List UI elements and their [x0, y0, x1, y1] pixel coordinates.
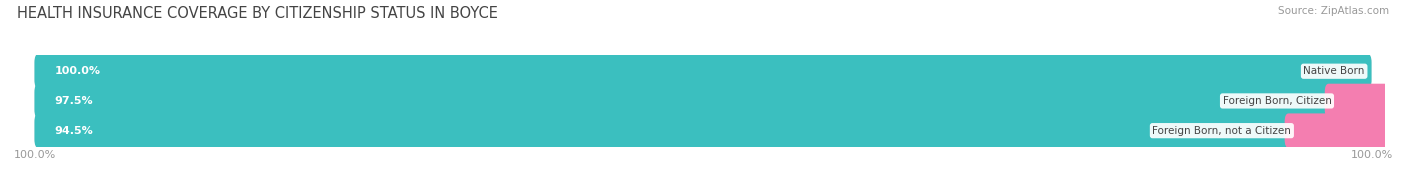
FancyBboxPatch shape: [35, 54, 1371, 88]
Text: 94.5%: 94.5%: [55, 126, 93, 136]
FancyBboxPatch shape: [1285, 113, 1406, 148]
Text: Native Born: Native Born: [1303, 66, 1365, 76]
Text: 97.5%: 97.5%: [55, 96, 93, 106]
FancyBboxPatch shape: [35, 84, 1371, 118]
FancyBboxPatch shape: [35, 54, 1371, 88]
Text: 100.0%: 100.0%: [55, 66, 100, 76]
FancyBboxPatch shape: [35, 113, 1298, 148]
FancyBboxPatch shape: [1324, 84, 1388, 118]
Text: Foreign Born, not a Citizen: Foreign Born, not a Citizen: [1153, 126, 1291, 136]
Text: Foreign Born, Citizen: Foreign Born, Citizen: [1223, 96, 1331, 106]
FancyBboxPatch shape: [35, 113, 1371, 148]
Text: Source: ZipAtlas.com: Source: ZipAtlas.com: [1278, 6, 1389, 16]
Text: HEALTH INSURANCE COVERAGE BY CITIZENSHIP STATUS IN BOYCE: HEALTH INSURANCE COVERAGE BY CITIZENSHIP…: [17, 6, 498, 21]
FancyBboxPatch shape: [35, 84, 1339, 118]
